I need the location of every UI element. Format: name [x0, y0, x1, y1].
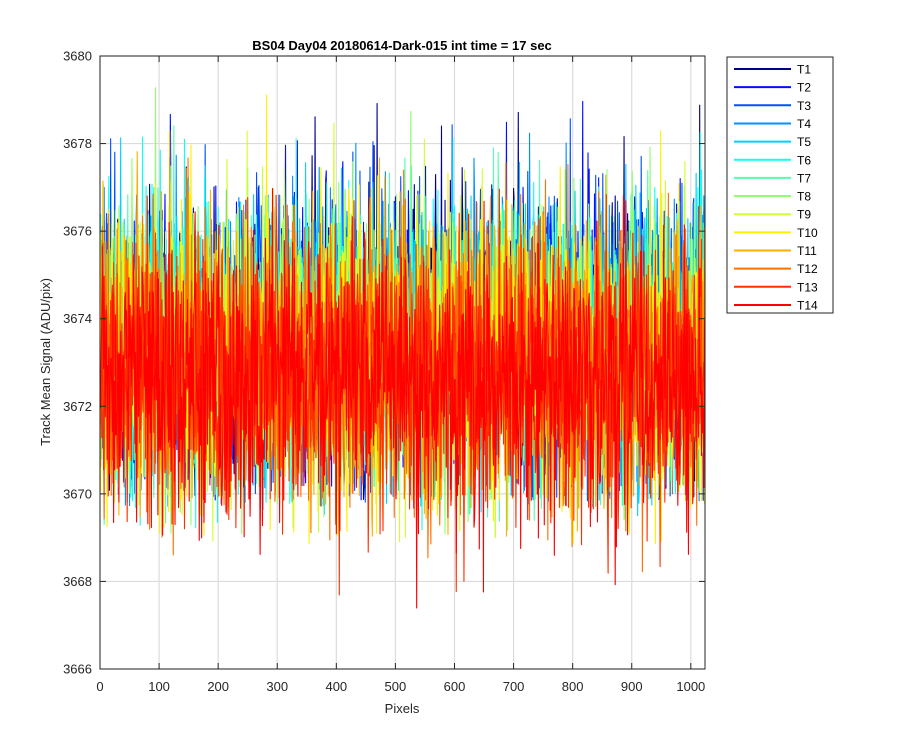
legend-label-t7: T7	[797, 171, 811, 185]
legend-label-t14: T14	[797, 298, 818, 312]
legend-label-t3: T3	[797, 99, 811, 113]
y-tick-label: 3678	[63, 136, 92, 151]
legend-label-t4: T4	[797, 117, 811, 131]
chart-title: BS04 Day04 20180614-Dark-015 int time = …	[252, 38, 552, 53]
x-axis-label: Pixels	[385, 701, 420, 716]
legend-label-t5: T5	[797, 135, 811, 149]
legend-label-t10: T10	[797, 226, 818, 240]
x-tick-label: 300	[266, 679, 288, 694]
legend-label-t2: T2	[797, 81, 811, 95]
legend-label-t1: T1	[797, 63, 811, 77]
series-lines	[100, 87, 706, 609]
x-tick-label: 200	[207, 679, 229, 694]
legend-label-t12: T12	[797, 262, 818, 276]
x-tick-label: 900	[621, 679, 643, 694]
series-line-t14	[100, 188, 706, 609]
x-tick-label: 600	[444, 679, 466, 694]
legend: T1 T2 T3 T4 T5 T6 T7 T8 T9 T10 T11 T12 T13 T14	[726, 56, 834, 314]
y-tick-label: 3666	[63, 662, 92, 677]
x-axis-ticks: 0 100 200 300 400 500 600 700 800 900 1000	[96, 56, 705, 694]
x-tick-label: 800	[562, 679, 584, 694]
y-tick-label: 3668	[63, 574, 92, 589]
x-tick-label: 1000	[676, 679, 705, 694]
legend-label-t11: T11	[797, 244, 817, 258]
y-tick-label: 3674	[63, 311, 92, 326]
legend-box	[726, 56, 834, 314]
x-tick-label: 0	[96, 679, 103, 694]
legend-label-t13: T13	[797, 280, 818, 294]
legend-label-t6: T6	[797, 153, 811, 167]
plot-frame	[99, 55, 706, 670]
y-axis-ticks: 3666 3668 3670 3672 3674 3676 3678 3680	[63, 49, 705, 677]
y-tick-label: 3670	[63, 486, 92, 501]
y-tick-label: 3672	[63, 399, 92, 414]
legend-label-t9: T9	[797, 208, 811, 222]
y-tick-label: 3676	[63, 224, 92, 239]
y-axis-label: Track Mean Signal (ADU/pix)	[38, 278, 53, 446]
x-tick-label: 100	[148, 679, 170, 694]
x-tick-label: 500	[385, 679, 407, 694]
y-tick-label: 3680	[63, 49, 92, 64]
x-tick-label: 700	[503, 679, 525, 694]
x-tick-label: 400	[325, 679, 347, 694]
legend-label-t8: T8	[797, 190, 811, 204]
